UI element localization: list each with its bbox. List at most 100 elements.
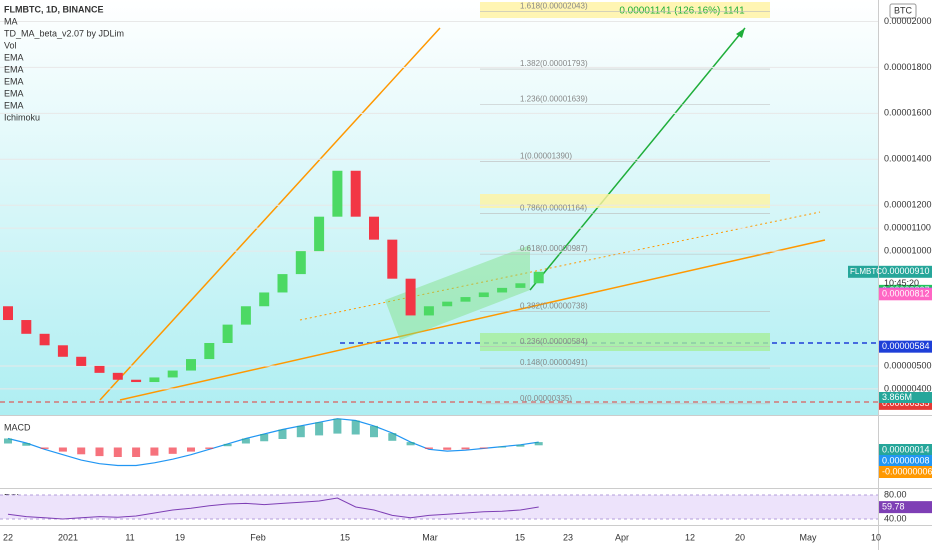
symbol-tag: FLMBTC [848,265,882,278]
macd-hist [443,447,452,450]
y-tick-label: 0.00001000 [884,246,932,256]
y-tick-label: 40.00 [884,513,907,523]
indicator-name: Ichimoku [4,112,40,122]
macd-hist [333,418,342,434]
macd-hist [278,429,287,439]
candle [149,377,160,383]
trend-line [99,27,441,401]
x-tick-label: 20 [735,532,745,542]
tag-label: 0.00000014 [882,444,930,454]
candle [460,297,471,302]
y-tick-label: 0.00000500 [884,360,932,370]
tag-label: 0.00000812 [882,289,930,299]
price-tag: 0.00000910 [879,265,932,278]
tag-box [879,444,932,456]
indicator-name: EMA [4,52,24,62]
tag-label: 0.00000008 [882,455,930,465]
candle [332,170,343,217]
candle [423,306,434,316]
price-tag: 0.00000008 [879,455,932,467]
macd-hist [424,447,433,449]
candle [186,359,196,371]
candle [497,287,508,293]
tag-box [879,466,932,478]
tag-label: 0.00000584 [882,341,930,351]
rsi-line [7,497,539,520]
candle [259,292,270,307]
currency-box [889,3,917,19]
candle [442,301,453,307]
macd-hist [205,447,214,449]
fib-label: 0.236(0.00000584) [520,337,588,346]
candle [167,370,178,378]
fib-label: 0.148(0.00000491) [520,358,588,367]
candle [387,239,398,279]
x-tick-label: 23 [563,532,573,542]
x-tick-label: 22 [3,532,13,542]
candle [277,274,288,293]
macd-hist [150,447,159,456]
trend-line [119,239,826,401]
fib-zone [480,2,770,18]
macd-hist [40,447,49,449]
macd-hist [406,442,415,446]
x-tick-label: Feb [250,532,266,542]
trend-line [299,211,821,321]
macd-pane [0,416,878,488]
macd-hist [113,447,122,457]
x-tick-label: 19 [175,532,185,542]
y-tick-label: 0.00000400 [884,383,932,393]
candle [57,345,68,357]
indicator-name: Vol [4,40,17,50]
candle [21,320,32,334]
symbol: FLMBTC, 1D, BINANCE [4,4,104,14]
tag-label: 0.00000335 [882,398,930,408]
countdown: 10:45:20 [884,278,919,288]
x-tick-label: Apr [615,532,629,542]
macd-hist [260,434,269,442]
macd-hist [351,420,360,435]
macd-hist [315,422,324,436]
tag-label: 0.00000910 [882,266,930,276]
candle [204,342,215,360]
fib-label: 1(0.00001390) [520,152,572,161]
macd-hist [187,447,195,452]
candle [350,170,361,217]
y-tick-label: 0.00002000 [884,16,932,26]
tag-label: FLMBTC [850,267,882,276]
candle [515,283,526,288]
tag-box [879,392,932,403]
currency: BTC [894,5,913,15]
volume-tag: 3.866M [879,392,932,403]
macd-hist [370,425,378,438]
tag-box [879,501,932,514]
macd-hist [516,444,525,447]
x-tick-label: 12 [685,532,695,542]
candle [3,306,13,321]
price-tag: -0.00000006 [879,466,932,478]
y-tick-label: 0.00001600 [884,108,932,118]
macd-hist [296,425,305,438]
macd-hist [132,447,141,457]
fib-label: 1.618(0.00002043) [520,2,588,11]
fib-zone [480,194,770,208]
indicator-name: EMA [4,88,24,98]
price-tag: 0.00000584 [879,340,932,353]
x-tick-label: Mar [422,532,438,542]
price-tag: 0.00000014 [879,444,932,456]
tag-box [879,455,932,467]
indicator-name: MA [4,16,18,26]
fib-label: 0.382(0.00000738) [520,301,588,310]
x-tick-label: 15 [515,532,525,542]
tag-label: 59.78 [882,502,905,512]
macd-hist [22,443,31,446]
rsi-band [0,495,878,519]
macd-hist [388,433,397,441]
indicator-name: EMA [4,64,24,74]
y-tick-label: 0.00001200 [884,200,932,210]
price-tag: 0.00000812 [879,288,932,301]
x-tick-label: May [799,532,817,542]
candle [405,278,416,316]
fib-label: 0.786(0.00001164) [520,204,587,213]
fib-label: 0(0.00000335) [520,394,572,403]
